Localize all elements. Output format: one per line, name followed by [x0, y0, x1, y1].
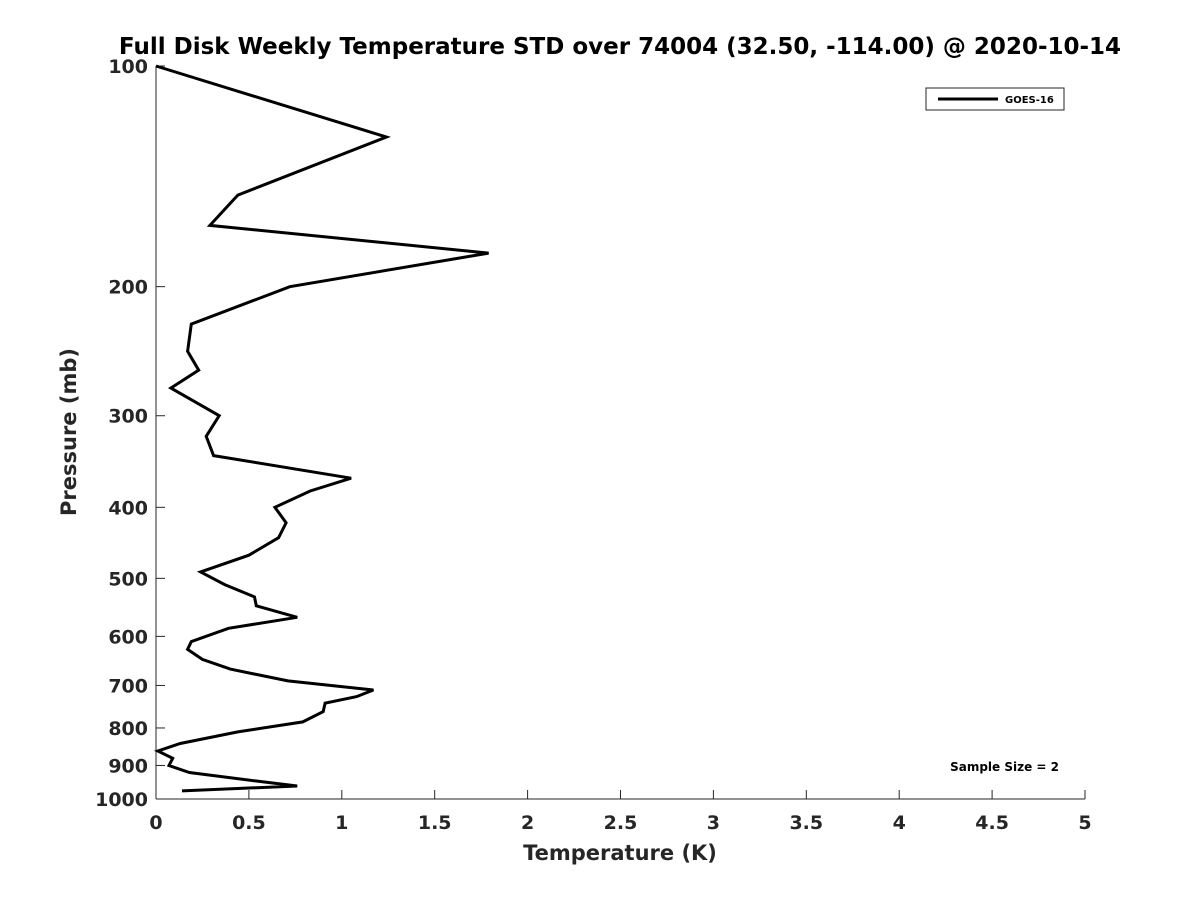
y-tick-label: 600 [108, 626, 148, 648]
sample-size-annotation: Sample Size = 2 [950, 760, 1059, 774]
legend-label-goes-16: GOES-16 [1005, 95, 1054, 106]
y-tick-label: 300 [108, 406, 148, 428]
legend: GOES-16 [925, 87, 1065, 111]
y-axis-label: Pressure (mb) [57, 348, 81, 516]
x-tick-label: 3.5 [789, 812, 823, 834]
y-tick-label: 500 [108, 568, 148, 590]
x-tick-label: 0 [149, 812, 162, 834]
y-tick-label: 400 [108, 497, 148, 519]
x-tick-label: 2.5 [604, 812, 638, 834]
plot-area: 0 0.5 1 1.5 2 2.5 3 3.5 4 4.5 5 100 200 300 400 500 600… [95, 56, 1092, 834]
x-axis-label: Temperature (K) [523, 841, 717, 865]
y-tick-label: 200 [108, 277, 148, 299]
x-ticks: 0 0.5 1 1.5 2 2.5 3 3.5 4 4.5 5 [149, 790, 1092, 834]
y-ticks: 100 200 300 400 500 600 700 800 900 1000 [95, 56, 165, 811]
y-tick-label: 1000 [95, 789, 148, 811]
x-tick-label: 0.5 [232, 812, 266, 834]
x-tick-label: 1.5 [418, 812, 452, 834]
y-tick-label: 700 [108, 675, 148, 697]
chart-title: Full Disk Weekly Temperature STD over 74… [119, 34, 1121, 60]
y-tick-label: 900 [108, 755, 148, 777]
x-tick-label: 4 [893, 812, 906, 834]
x-tick-label: 5 [1078, 812, 1091, 834]
y-tick-label: 800 [108, 718, 148, 740]
series-line-goes-16 [153, 64, 489, 793]
x-tick-label: 4.5 [975, 812, 1009, 834]
y-tick-label: 100 [108, 56, 148, 78]
x-tick-label: 1 [335, 812, 348, 834]
x-tick-label: 3 [707, 812, 720, 834]
x-tick-label: 2 [521, 812, 534, 834]
